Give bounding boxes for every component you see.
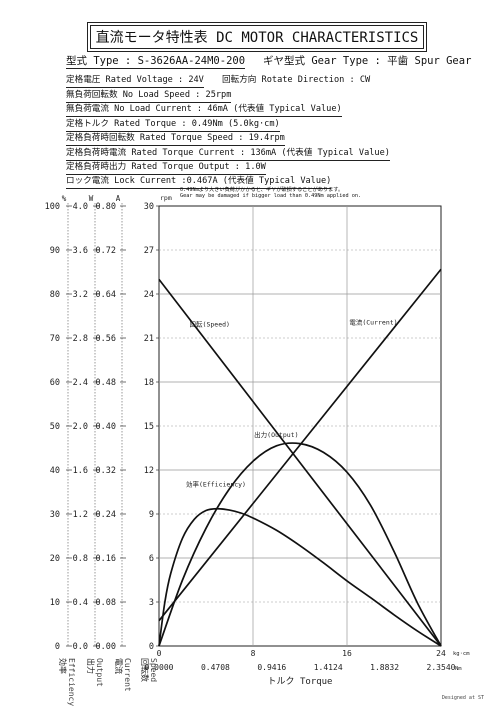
y-axis-name: Efficiency bbox=[67, 658, 76, 706]
y-tick-label: 0 bbox=[55, 642, 60, 652]
y-tick-label: 50 bbox=[50, 422, 60, 432]
y-tick-label: 0.00 bbox=[96, 642, 116, 652]
y-tick-label: 0.56 bbox=[96, 334, 116, 344]
y-tick-label: 70 bbox=[50, 334, 60, 344]
y-axis-name: 出力 bbox=[86, 658, 96, 674]
spec-type: 型式 Type : S-3626AA-24M0-200 bbox=[66, 55, 246, 69]
x-tick-label: 0 bbox=[157, 649, 162, 658]
spec-rated-torque: 定格トルク Rated Torque : 0.49Nm (5.0kg·cm) bbox=[66, 119, 280, 132]
y-tick-label: 2.4 bbox=[73, 378, 88, 388]
x-tick-label: 8 bbox=[251, 649, 256, 658]
y-tick-label: 4.0 bbox=[73, 202, 88, 212]
y-tick-label: 1.6 bbox=[73, 466, 88, 476]
y-axis-name: Speed bbox=[149, 658, 158, 682]
warning-line-2: Gear may be damaged if bigger load than … bbox=[180, 193, 362, 199]
nm-tick-label: 0.9416 bbox=[257, 663, 286, 672]
chart-title: 直流モータ特性表 DC MOTOR CHARACTERISTICS bbox=[87, 22, 427, 52]
series-label-efficiency: 効率(Efficiency) bbox=[186, 480, 246, 489]
speed-tick-label: 24 bbox=[144, 290, 154, 300]
nm-tick-label: 1.8832 bbox=[370, 663, 399, 672]
speed-tick-label: 18 bbox=[144, 378, 154, 388]
y-tick-label: 0.24 bbox=[96, 510, 116, 520]
nm-tick-label: 0.4708 bbox=[201, 663, 230, 672]
y-tick-label: 0.8 bbox=[73, 554, 88, 564]
y-unit-label: A bbox=[116, 194, 121, 203]
y-axis-name: 電流 bbox=[114, 658, 124, 674]
series-line-speed bbox=[158, 278, 442, 647]
spec-rated-torque-output: 定格負荷時出力 Rated Torque Output : 1.0W bbox=[66, 162, 266, 175]
series-line-current bbox=[158, 268, 442, 622]
spec-voltage: 定格電圧 Rated Voltage : 24V bbox=[66, 75, 204, 88]
y-tick-label: 10 bbox=[50, 598, 60, 608]
y-tick-label: 60 bbox=[50, 378, 60, 388]
spec-no-load-current: 無負荷電流 No Load Current : 46mA (代表値 Typica… bbox=[66, 104, 342, 117]
series-line-output bbox=[158, 442, 442, 647]
speed-unit-label: rpm bbox=[160, 194, 172, 202]
series-label-current: 電流(Current) bbox=[349, 317, 397, 326]
y-tick-label: 30 bbox=[50, 510, 60, 520]
speed-tick-label: 12 bbox=[144, 466, 154, 476]
spec-gear: ギヤ型式 Gear Type : 平歯 Spur Gear bbox=[263, 55, 472, 67]
speed-tick-label: 6 bbox=[149, 554, 154, 564]
y-unit-label: W bbox=[89, 194, 94, 203]
speed-tick-label: 30 bbox=[144, 202, 154, 212]
spec-rated-torque-speed: 定格負荷時回転数 Rated Torque Speed : 19.4rpm bbox=[66, 133, 285, 146]
speed-tick-label: 0 bbox=[149, 642, 154, 652]
y-axis-name: Current bbox=[123, 658, 132, 692]
series-label-output: 出力(Output) bbox=[254, 430, 298, 439]
spec-rated-torque-current: 定格負荷時電流 Rated Torque Current : 136mA (代表… bbox=[66, 148, 390, 161]
nm-tick-label: 1.4124 bbox=[314, 663, 343, 672]
series-label-speed: 回転(Speed) bbox=[190, 320, 230, 328]
y-tick-label: 80 bbox=[50, 290, 60, 300]
y-tick-label: 0.4 bbox=[73, 598, 88, 608]
y-unit-label: % bbox=[62, 194, 67, 203]
y-tick-label: 20 bbox=[50, 554, 60, 564]
warning-line-1: 0.49Nmより大きい負荷がかかると、ギヤが破損することがあります。 bbox=[180, 187, 344, 193]
y-tick-label: 0.16 bbox=[96, 554, 116, 564]
spec-lock-current: ロック電流 Lock Current :0.467A (代表値 Typical … bbox=[66, 176, 332, 189]
speed-tick-label: 3 bbox=[149, 598, 154, 608]
speed-tick-label: 9 bbox=[149, 510, 154, 520]
y-tick-label: 0.0 bbox=[73, 642, 88, 652]
y-tick-label: 2.8 bbox=[73, 334, 88, 344]
nm-unit-label: Nm bbox=[455, 666, 462, 672]
y-tick-label: 0.80 bbox=[96, 202, 116, 212]
nm-tick-label: 2.3540 bbox=[427, 663, 456, 672]
x-axis-label: トルク Torque bbox=[268, 676, 333, 687]
footer-credit: Designed at ST bbox=[441, 695, 484, 701]
speed-tick-label: 27 bbox=[144, 246, 154, 256]
y-tick-label: 0.72 bbox=[96, 246, 116, 256]
y-tick-label: 0.32 bbox=[96, 466, 116, 476]
y-axis-name: 効率 bbox=[58, 658, 68, 674]
y-tick-label: 40 bbox=[50, 466, 60, 476]
y-tick-label: 2.0 bbox=[73, 422, 88, 432]
speed-tick-label: 15 bbox=[144, 422, 154, 432]
y-tick-label: 100 bbox=[45, 202, 60, 212]
speed-tick-label: 21 bbox=[144, 334, 154, 344]
y-tick-label: 0.48 bbox=[96, 378, 116, 388]
y-tick-label: 0.08 bbox=[96, 598, 116, 608]
y-axis-name: Output bbox=[95, 658, 104, 687]
spec-no-load-speed: 無負荷回転数 No Load Speed : 25rpm bbox=[66, 90, 232, 103]
y-tick-label: 0.64 bbox=[96, 290, 116, 300]
x-tick-label: 24 bbox=[436, 649, 446, 658]
nm-tick-label: 0.0000 bbox=[145, 663, 174, 672]
y-axis-name: 回転数 bbox=[140, 658, 150, 682]
y-tick-label: 3.6 bbox=[73, 246, 88, 256]
y-tick-label: 3.2 bbox=[73, 290, 88, 300]
spec-direction: 回転方向 Rotate Direction : CW bbox=[222, 75, 371, 85]
y-tick-label: 0.40 bbox=[96, 422, 116, 432]
y-tick-label: 90 bbox=[50, 246, 60, 256]
x-tick-label: 16 bbox=[342, 649, 352, 658]
series-line-efficiency bbox=[158, 507, 442, 647]
y-tick-label: 1.2 bbox=[73, 510, 88, 520]
x-unit-label: kg·cm bbox=[453, 651, 470, 657]
